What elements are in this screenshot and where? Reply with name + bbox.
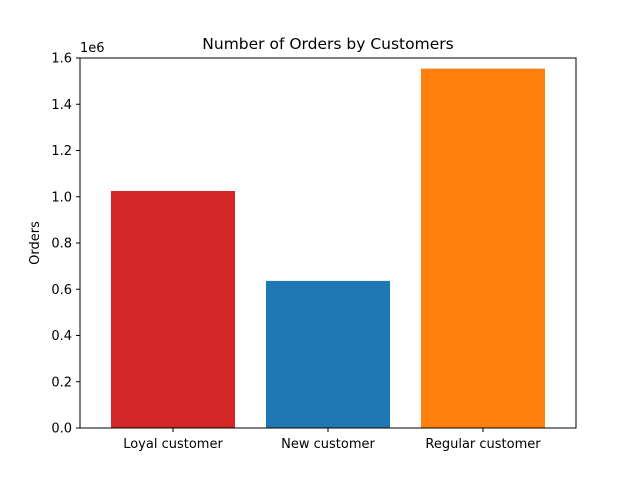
y-tick-label: 1.2 [51,144,72,159]
plot-frame [79,57,577,429]
x-axis-ticks: Loyal customer New customer Regular custom… [123,428,541,452]
y-axis-label: Orders [28,221,43,265]
bars-layer [111,68,545,428]
y-axis-offset-text: 1e6 [80,41,105,56]
y-tick-label: 1.4 [51,98,72,113]
bar-new-customer [266,280,390,428]
y-tick-label: 1.0 [51,190,72,205]
x-tick-label: New customer [281,437,375,452]
x-tick-label: Regular customer [425,437,541,452]
y-tick-label: 0.0 [51,422,72,437]
x-tick-label: Loyal customer [123,437,223,452]
y-axis-ticks: 0.0 0.2 0.4 0.6 0.8 1.0 1.2 1.4 1.6 [51,52,80,437]
bar-loyal-customer [111,190,235,428]
y-tick-label: 0.6 [51,283,72,298]
y-tick-label: 0.4 [51,329,72,344]
y-tick-label: 0.2 [51,375,72,390]
y-tick-label: 0.8 [51,237,72,252]
chart-title: Number of Orders by Customers [202,35,453,53]
y-tick-label: 1.6 [51,52,72,67]
bar-regular-customer [421,68,545,428]
